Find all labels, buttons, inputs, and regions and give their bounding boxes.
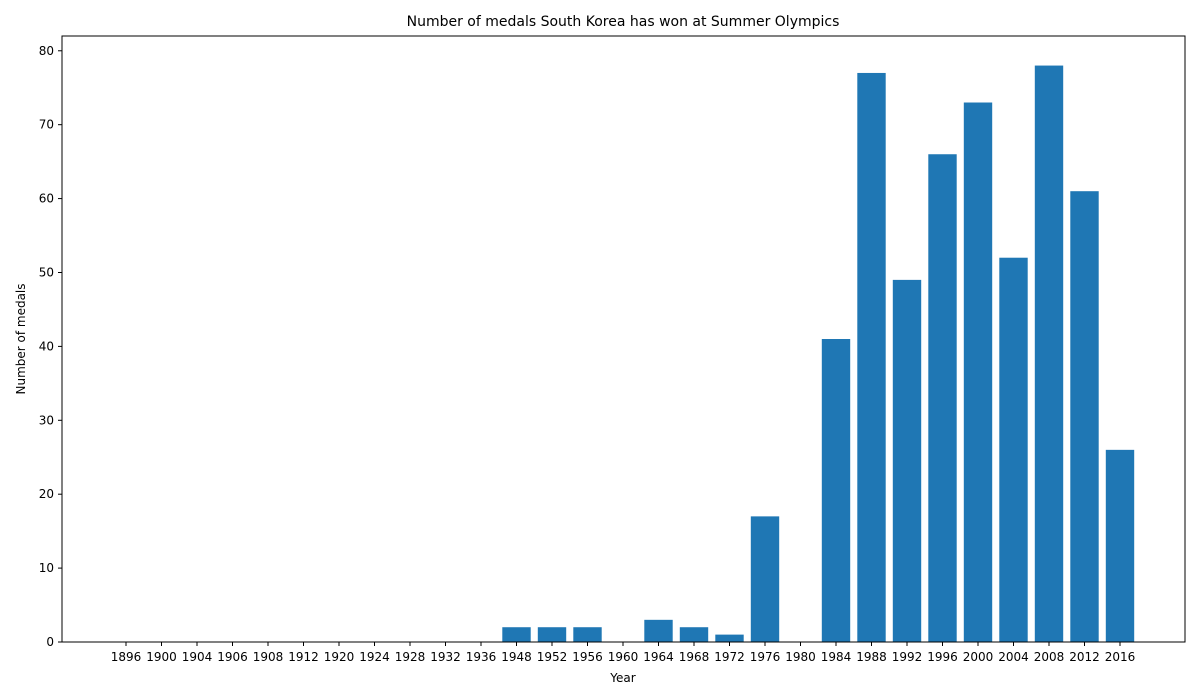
y-tick-label: 0 [46,635,54,649]
x-tick-label: 1908 [253,650,284,664]
x-tick-label: 1976 [750,650,781,664]
bar-1956 [573,627,602,642]
bar-1976 [750,516,780,642]
x-tick-label: 2016 [1105,650,1136,664]
x-tick-label: 1960 [608,650,639,664]
bar-1984 [821,339,851,642]
x-tick-label: 1972 [714,650,745,664]
x-tick-label: 1952 [537,650,568,664]
y-tick-label: 80 [39,44,54,58]
y-axis-label: Number of medals [14,283,28,394]
bar-2016 [1105,449,1135,642]
y-tick-label: 50 [39,265,54,279]
x-tick-label: 1948 [501,650,532,664]
y-tick-label: 10 [39,561,54,575]
x-tick-label: 1984 [821,650,852,664]
x-tick-label: 1904 [182,650,213,664]
bars-group [502,65,1135,643]
bar-1972 [715,634,744,642]
x-tick-label: 1924 [359,650,390,664]
x-tick-label: 2008 [1034,650,1065,664]
bar-1948 [502,627,531,642]
bar-2004 [999,257,1028,642]
x-tick-label: 1992 [892,650,923,664]
x-tick-label: 1912 [288,650,319,664]
x-axis-label: Year [609,671,635,685]
x-tick-label: 2000 [963,650,994,664]
y-tick-label: 70 [39,118,54,132]
x-tick-label: 2004 [998,650,1029,664]
x-tick-label: 1932 [430,650,461,664]
x-tick-label: 1928 [395,650,426,664]
x-tick-label: 1956 [572,650,603,664]
x-tick-label: 1900 [146,650,177,664]
x-tick-label: 1920 [324,650,355,664]
x-tick-label: 1996 [927,650,958,664]
bar-2012 [1070,191,1099,642]
x-tick-label: 1980 [785,650,816,664]
x-tick-label: 1964 [643,650,674,664]
y-tick-label: 20 [39,487,54,501]
x-tick-label: 1936 [466,650,497,664]
bar-2008 [1034,65,1064,642]
bar-2000 [963,102,993,642]
y-tick-label: 60 [39,192,54,206]
bar-1996 [928,154,957,643]
x-tick-label: 1968 [679,650,710,664]
y-tick-label: 40 [39,339,54,353]
bar-1992 [892,279,922,642]
y-axis: 0 10 20 30 40 50 60 70 80 [39,44,62,649]
x-tick-label: 2012 [1069,650,1100,664]
bar-1968 [679,627,709,642]
x-tick-label: 1988 [856,650,887,664]
chart-title: Number of medals South Korea has won at … [407,14,840,30]
bar-1964 [644,619,673,642]
x-tick-label: 1896 [111,650,142,664]
x-tick-label: 1906 [217,650,248,664]
bar-1952 [537,627,567,642]
y-tick-label: 30 [39,413,54,427]
x-axis: 1896 1900 1904 1906 1908 1912 1920 1924 1928 1932… [111,642,1136,664]
bar-1988 [857,72,886,642]
